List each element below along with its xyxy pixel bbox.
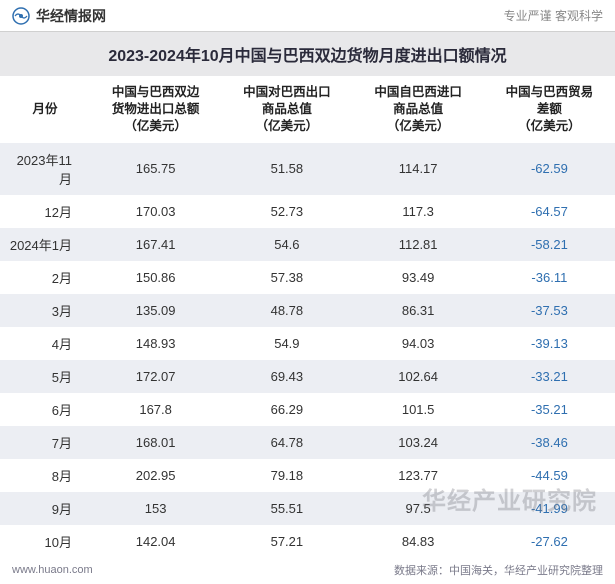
cell: -58.21 (484, 228, 615, 261)
table-title: 2023-2024年10月中国与巴西双边货物月度进出口额情况 (108, 48, 506, 65)
cell: 6月 (0, 393, 90, 426)
cell: 7月 (0, 426, 90, 459)
cell: -33.21 (484, 360, 615, 393)
cell: 10月 (0, 525, 90, 558)
cell: 112.81 (353, 228, 484, 261)
footer-source: 数据来源：中国海关，华经产业研究院整理 (394, 562, 603, 578)
cell: -37.53 (484, 294, 615, 327)
cell: 202.95 (90, 459, 221, 492)
cell: -62.59 (484, 143, 615, 195)
table-row: 5月172.0769.43102.64-33.21 (0, 360, 615, 393)
cell: 8月 (0, 459, 90, 492)
table-row: 2024年1月167.4154.6112.81-58.21 (0, 228, 615, 261)
cell: -64.57 (484, 195, 615, 228)
cell: 86.31 (353, 294, 484, 327)
cell: 54.9 (221, 327, 352, 360)
cell: 54.6 (221, 228, 352, 261)
table-row: 2月150.8657.3893.49-36.11 (0, 261, 615, 294)
cell: 102.64 (353, 360, 484, 393)
cell: 3月 (0, 294, 90, 327)
brand: 华经情报网 (12, 6, 106, 26)
table-row: 8月202.9579.18123.77-44.59 (0, 459, 615, 492)
footer-site: www.huaon.com (12, 564, 93, 576)
cell: 97.5 (353, 492, 484, 525)
cell: -41.99 (484, 492, 615, 525)
cell: 142.04 (90, 525, 221, 558)
cell: 135.09 (90, 294, 221, 327)
col-header-0: 月份 (0, 76, 90, 143)
cell: -38.46 (484, 426, 615, 459)
cell: 153 (90, 492, 221, 525)
cell: 57.38 (221, 261, 352, 294)
cell: 101.5 (353, 393, 484, 426)
cell: -39.13 (484, 327, 615, 360)
col-header-3: 中国自巴西进口商品总值（亿美元） (353, 76, 484, 143)
table-body: 2023年11月165.7551.58114.17-62.5912月170.03… (0, 143, 615, 558)
title-bar: 2023-2024年10月中国与巴西双边货物月度进出口额情况 (0, 32, 615, 76)
table-row: 10月142.0457.2184.83-27.62 (0, 525, 615, 558)
cell: 148.93 (90, 327, 221, 360)
cell: 66.29 (221, 393, 352, 426)
cell: -36.11 (484, 261, 615, 294)
cell: 114.17 (353, 143, 484, 195)
cell: 57.21 (221, 525, 352, 558)
footer: www.huaon.com 数据来源：中国海关，华经产业研究院整理 (0, 558, 615, 584)
cell: 167.8 (90, 393, 221, 426)
cell: 79.18 (221, 459, 352, 492)
slogan: 专业严谨 客观科学 (504, 7, 603, 24)
cell: -27.62 (484, 525, 615, 558)
cell: 165.75 (90, 143, 221, 195)
col-header-2: 中国对巴西出口商品总值（亿美元） (221, 76, 352, 143)
cell: 84.83 (353, 525, 484, 558)
cell: 2023年11月 (0, 143, 90, 195)
table-row: 3月135.0948.7886.31-37.53 (0, 294, 615, 327)
data-table: 月份中国与巴西双边货物进出口总额（亿美元）中国对巴西出口商品总值（亿美元）中国自… (0, 76, 615, 558)
cell: 117.3 (353, 195, 484, 228)
cell: 93.49 (353, 261, 484, 294)
col-header-1: 中国与巴西双边货物进出口总额（亿美元） (90, 76, 221, 143)
table-row: 2023年11月165.7551.58114.17-62.59 (0, 143, 615, 195)
cell: 51.58 (221, 143, 352, 195)
table-row: 9月15355.5197.5-41.99 (0, 492, 615, 525)
cell: 64.78 (221, 426, 352, 459)
data-table-wrap: 月份中国与巴西双边货物进出口总额（亿美元）中国对巴西出口商品总值（亿美元）中国自… (0, 76, 615, 558)
table-row: 12月170.0352.73117.3-64.57 (0, 195, 615, 228)
cell: -35.21 (484, 393, 615, 426)
cell: 2月 (0, 261, 90, 294)
cell: 55.51 (221, 492, 352, 525)
table-header-row: 月份中国与巴西双边货物进出口总额（亿美元）中国对巴西出口商品总值（亿美元）中国自… (0, 76, 615, 143)
table-row: 7月168.0164.78103.24-38.46 (0, 426, 615, 459)
table-row: 6月167.866.29101.5-35.21 (0, 393, 615, 426)
cell: 2024年1月 (0, 228, 90, 261)
header: 华经情报网 专业严谨 客观科学 (0, 0, 615, 32)
cell: 5月 (0, 360, 90, 393)
cell: 9月 (0, 492, 90, 525)
cell: 170.03 (90, 195, 221, 228)
cell: 150.86 (90, 261, 221, 294)
cell: 48.78 (221, 294, 352, 327)
brand-name: 华经情报网 (36, 6, 106, 26)
cell: 69.43 (221, 360, 352, 393)
cell: 172.07 (90, 360, 221, 393)
cell: 123.77 (353, 459, 484, 492)
col-header-4: 中国与巴西贸易差额（亿美元） (484, 76, 615, 143)
cell: 12月 (0, 195, 90, 228)
table-row: 4月148.9354.994.03-39.13 (0, 327, 615, 360)
cell: 52.73 (221, 195, 352, 228)
cell: -44.59 (484, 459, 615, 492)
cell: 4月 (0, 327, 90, 360)
cell: 168.01 (90, 426, 221, 459)
cell: 103.24 (353, 426, 484, 459)
brand-logo-icon (12, 7, 30, 25)
cell: 167.41 (90, 228, 221, 261)
cell: 94.03 (353, 327, 484, 360)
